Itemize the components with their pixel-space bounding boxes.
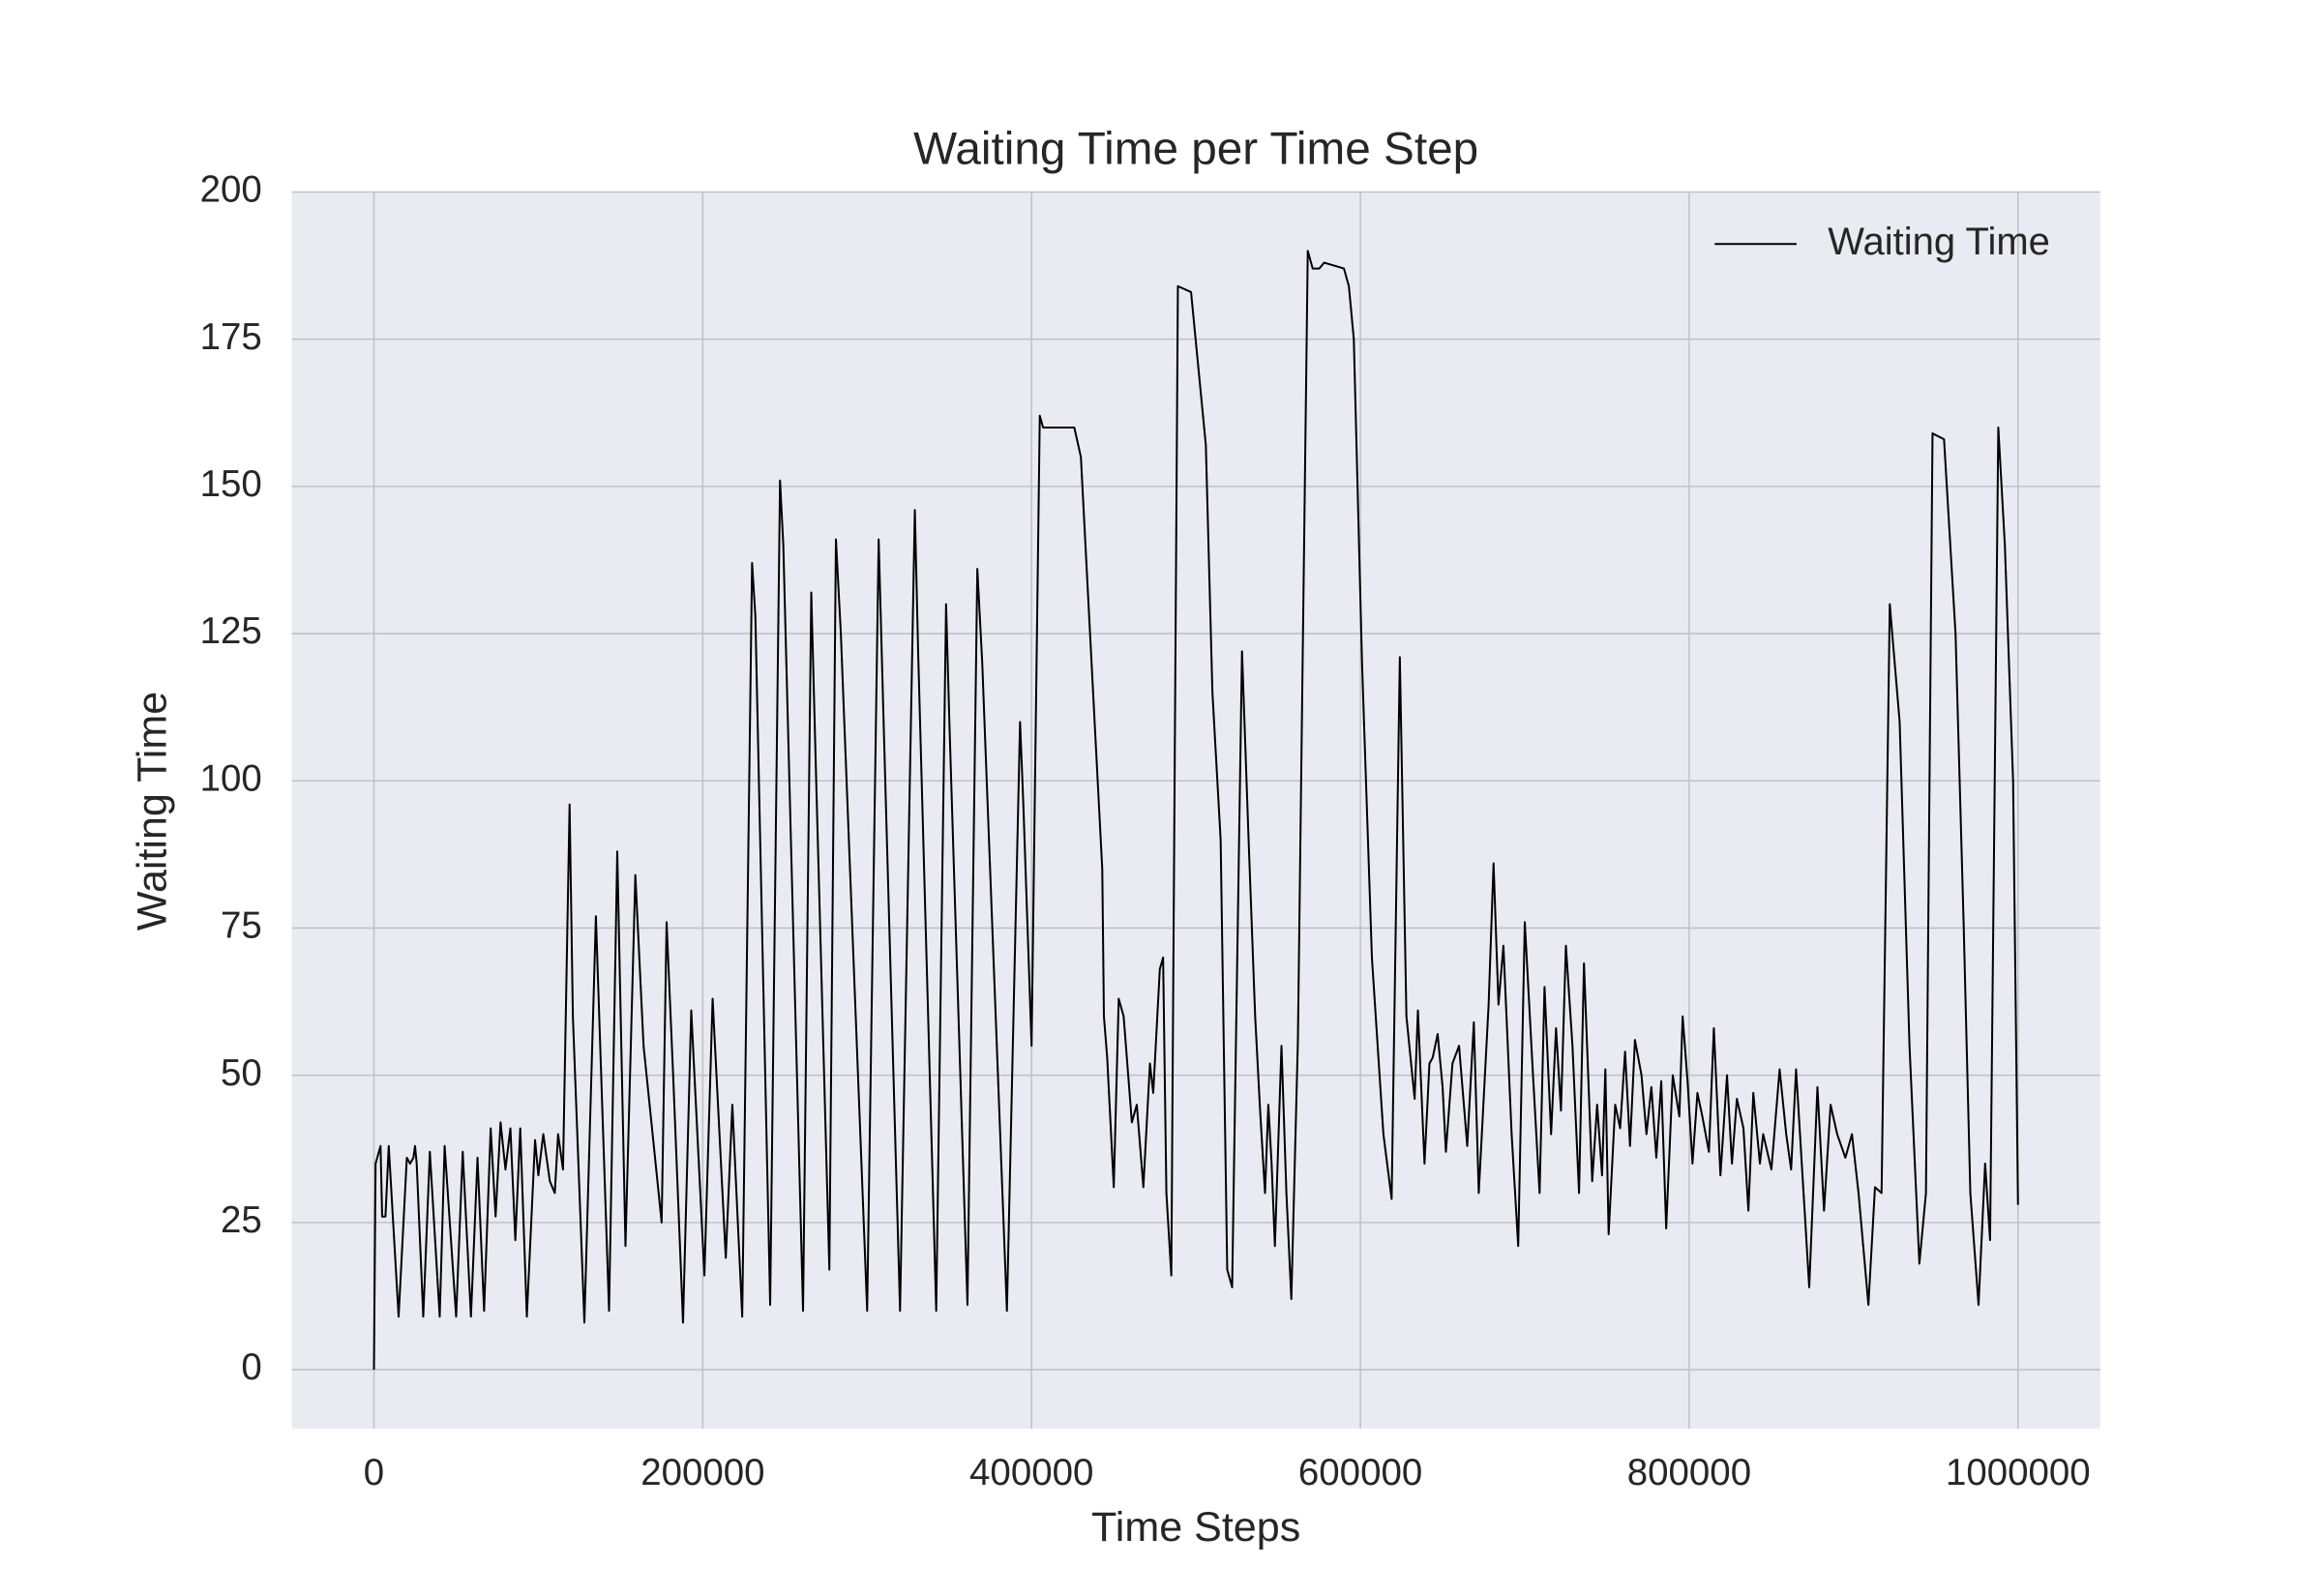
legend-label: Waiting Time bbox=[1828, 221, 2050, 263]
x-tick-label: 800000 bbox=[1627, 1452, 1751, 1493]
y-tick-label: 175 bbox=[200, 316, 262, 358]
x-tick-label: 1000000 bbox=[1946, 1452, 2091, 1493]
x-tick-label: 400000 bbox=[969, 1452, 1093, 1493]
x-tick-label: 0 bbox=[364, 1452, 384, 1493]
x-axis-label: Time Steps bbox=[1091, 1504, 1300, 1551]
y-tick-label: 125 bbox=[200, 610, 262, 652]
chart-title: Waiting Time per Time Step bbox=[913, 124, 1478, 175]
grid bbox=[291, 191, 2100, 1429]
y-tick-label: 100 bbox=[200, 757, 262, 799]
y-tick-label: 150 bbox=[200, 463, 262, 505]
y-axis-label: Waiting Time bbox=[129, 692, 175, 931]
y-tick-label: 25 bbox=[221, 1199, 262, 1241]
y-tick-label: 200 bbox=[200, 169, 262, 211]
y-tick-label: 75 bbox=[221, 905, 262, 947]
x-tick-label: 600000 bbox=[1298, 1452, 1422, 1493]
plot-area bbox=[291, 192, 2100, 1429]
y-tick-label: 0 bbox=[241, 1346, 261, 1388]
marks bbox=[372, 250, 2019, 1371]
y-tick-label: 50 bbox=[221, 1052, 262, 1094]
legend: Waiting Time bbox=[1714, 221, 2050, 263]
x-tick-label: 200000 bbox=[640, 1452, 764, 1493]
line-series bbox=[372, 250, 2019, 1371]
